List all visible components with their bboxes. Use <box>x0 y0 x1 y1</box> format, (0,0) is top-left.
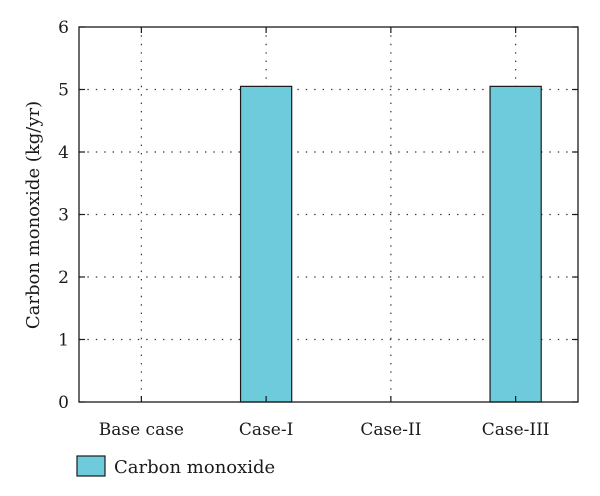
x-tick-label: Case-I <box>239 420 293 440</box>
y-tick-label: 2 <box>58 268 69 288</box>
x-tick-label: Case-II <box>360 420 421 440</box>
y-tick-label: 5 <box>58 81 69 101</box>
legend: Carbon monoxide <box>76 455 275 478</box>
axis-ticks <box>79 26 578 403</box>
x-tick-labels: Base case Case-I Case-II Case-III <box>99 420 550 440</box>
x-tick-label: Base case <box>99 420 184 440</box>
y-tick-label: 1 <box>58 331 69 351</box>
bars <box>239 85 542 403</box>
legend-label: Carbon monoxide <box>114 457 275 478</box>
bar <box>489 85 542 403</box>
y-axis-title: Carbon monoxide (kg/yr) <box>23 101 44 329</box>
y-tick-label: 0 <box>58 393 69 413</box>
bar <box>239 85 293 403</box>
y-tick-label: 6 <box>58 18 69 38</box>
y-tick-labels: 0 1 2 3 4 5 6 <box>58 18 69 413</box>
legend-swatch <box>76 455 106 477</box>
y-tick-label: 4 <box>58 143 69 163</box>
y-tick-label: 3 <box>58 206 69 226</box>
x-tick-label: Case-III <box>482 420 550 440</box>
